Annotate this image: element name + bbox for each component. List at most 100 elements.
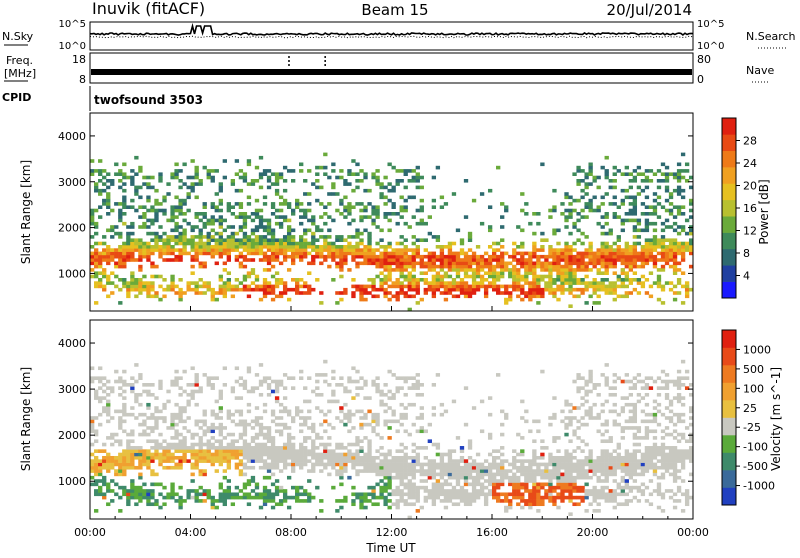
power-cell: [625, 219, 629, 223]
power-cell: [166, 192, 170, 196]
velocity-cell: [122, 492, 126, 496]
power-cell: [335, 235, 339, 239]
velocity-cell: [488, 469, 492, 473]
velocity-cell: [239, 459, 243, 463]
power-cell: [452, 295, 456, 299]
velocity-cell: [436, 466, 440, 470]
power-cell: [572, 268, 576, 272]
velocity-cell: [440, 463, 444, 467]
power-cell: [267, 176, 271, 180]
velocity-cell: [134, 486, 138, 490]
power-cell: [500, 291, 504, 295]
power-cell: [605, 222, 609, 226]
velocity-cell: [456, 463, 460, 467]
velocity-cell: [452, 496, 456, 500]
power-cell: [556, 258, 560, 262]
velocity-cell: [383, 410, 387, 414]
velocity-cell: [440, 492, 444, 496]
velocity-cell: [367, 439, 371, 443]
power-cell: [375, 248, 379, 252]
power-cell: [299, 169, 303, 173]
power-cell: [106, 295, 110, 299]
power-cell: [564, 196, 568, 200]
velocity-cell: [343, 413, 347, 417]
power-cell: [669, 196, 673, 200]
power-cell: [287, 229, 291, 233]
velocity-cell: [227, 416, 231, 420]
power-cell: [448, 258, 452, 262]
velocity-cell: [227, 433, 231, 437]
velocity-cell: [267, 446, 271, 450]
velocity-cell: [440, 459, 444, 463]
velocity-cell: [416, 459, 420, 463]
velocity-cell: [412, 492, 416, 496]
velocity-cell: [576, 496, 580, 500]
power-cell: [564, 281, 568, 285]
velocity-cell: [456, 492, 460, 496]
power-cell: [359, 215, 363, 219]
velocity-cell: [548, 459, 552, 463]
velocity-cell: [597, 466, 601, 470]
velocity-cell: [416, 446, 420, 450]
velocity-cell: [548, 476, 552, 480]
power-cell: [110, 271, 114, 275]
power-cell: [665, 176, 669, 180]
velocity-cell: [633, 420, 637, 424]
power-cell: [126, 245, 130, 249]
colorbar-swatch: [722, 183, 736, 200]
velocity-cell: [122, 463, 126, 467]
power-cell: [347, 235, 351, 239]
power-cell: [564, 248, 568, 252]
velocity-cell: [637, 429, 641, 433]
power-cell: [532, 262, 536, 266]
velocity-cell: [528, 459, 532, 463]
power-cell: [191, 189, 195, 193]
power-cell: [211, 248, 215, 252]
velocity-cell: [174, 433, 178, 437]
power-cell: [211, 219, 215, 223]
power-cell: [339, 176, 343, 180]
power-cell: [150, 248, 154, 252]
velocity-cell: [311, 449, 315, 453]
power-cell: [665, 245, 669, 249]
power-cell: [223, 252, 227, 256]
velocity-cell: [484, 502, 488, 506]
velocity-cell: [279, 449, 283, 453]
velocity-cell: [339, 499, 343, 503]
velocity-cell: [138, 463, 142, 467]
velocity-cell: [219, 492, 223, 496]
velocity-cell: [669, 489, 673, 493]
velocity-cell: [641, 463, 645, 467]
velocity-cell: [271, 506, 275, 510]
power-cell: [677, 252, 681, 256]
power-cell: [191, 229, 195, 233]
power-cell: [556, 285, 560, 289]
power-cell: [512, 285, 516, 289]
power-cell: [363, 209, 367, 213]
velocity-cell: [629, 453, 633, 457]
velocity-cell: [468, 496, 472, 500]
power-cell: [263, 278, 267, 282]
power-cell: [295, 205, 299, 209]
power-cell: [416, 238, 420, 242]
velocity-cell: [118, 456, 122, 460]
power-cell: [251, 229, 255, 233]
power-cell: [665, 248, 669, 252]
power-cell: [367, 242, 371, 246]
velocity-cell: [536, 473, 540, 477]
velocity-cell: [464, 386, 468, 390]
velocity-cell: [299, 376, 303, 380]
power-cell: [271, 205, 275, 209]
power-cell: [170, 285, 174, 289]
power-cell: [343, 252, 347, 256]
power-cell: [371, 172, 375, 176]
power-cell: [432, 176, 436, 180]
velocity-cell: [335, 446, 339, 450]
velocity-cell: [283, 499, 287, 503]
velocity-cell: [267, 469, 271, 473]
velocity-cell: [203, 373, 207, 377]
velocity-cell: [138, 466, 142, 470]
power-cell: [251, 242, 255, 246]
power-cell: [593, 301, 597, 305]
power-cell: [178, 232, 182, 236]
